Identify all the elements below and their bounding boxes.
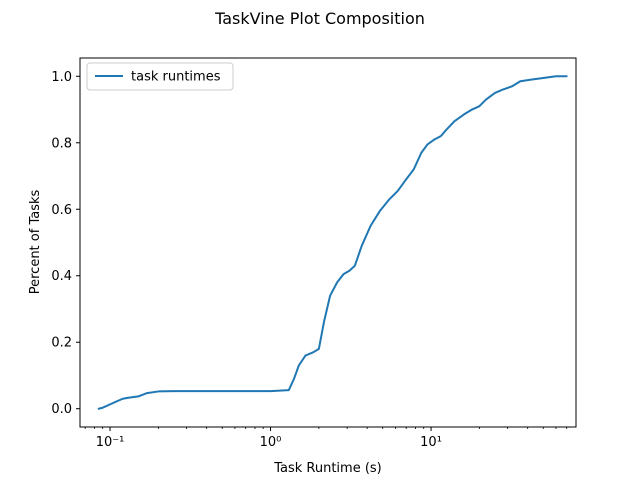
y-tick-label: 1.0 [51,70,72,85]
legend: task runtimes [86,62,234,91]
x-axis-ticks: 10⁻¹ 10⁰ 10¹ [84,427,568,450]
y-axis-label: Percent of Tasks [28,190,43,295]
plot-frame [79,57,577,428]
chart-title: TaskVine Plot Composition [214,9,425,28]
y-tick-label: 0.8 [51,136,72,151]
y-tick-label: 0.0 [51,402,72,417]
x-tick-label: 10⁰ [260,435,282,450]
x-axis-label: Task Runtime (s) [273,461,382,476]
y-tick-label: 0.6 [51,203,72,218]
x-tick-label: 10¹ [420,435,442,450]
x-tick-label: 10⁻¹ [96,435,125,450]
legend-box [86,62,234,91]
plot-area [79,57,577,428]
y-tick-label: 0.4 [51,269,72,284]
y-tick-label: 0.2 [51,336,72,351]
series-layer [97,75,568,410]
y-axis-ticks: 0.0 0.2 0.4 0.6 0.8 1.0 [51,70,80,417]
legend-label: task runtimes [131,70,221,85]
series-line [97,75,568,410]
